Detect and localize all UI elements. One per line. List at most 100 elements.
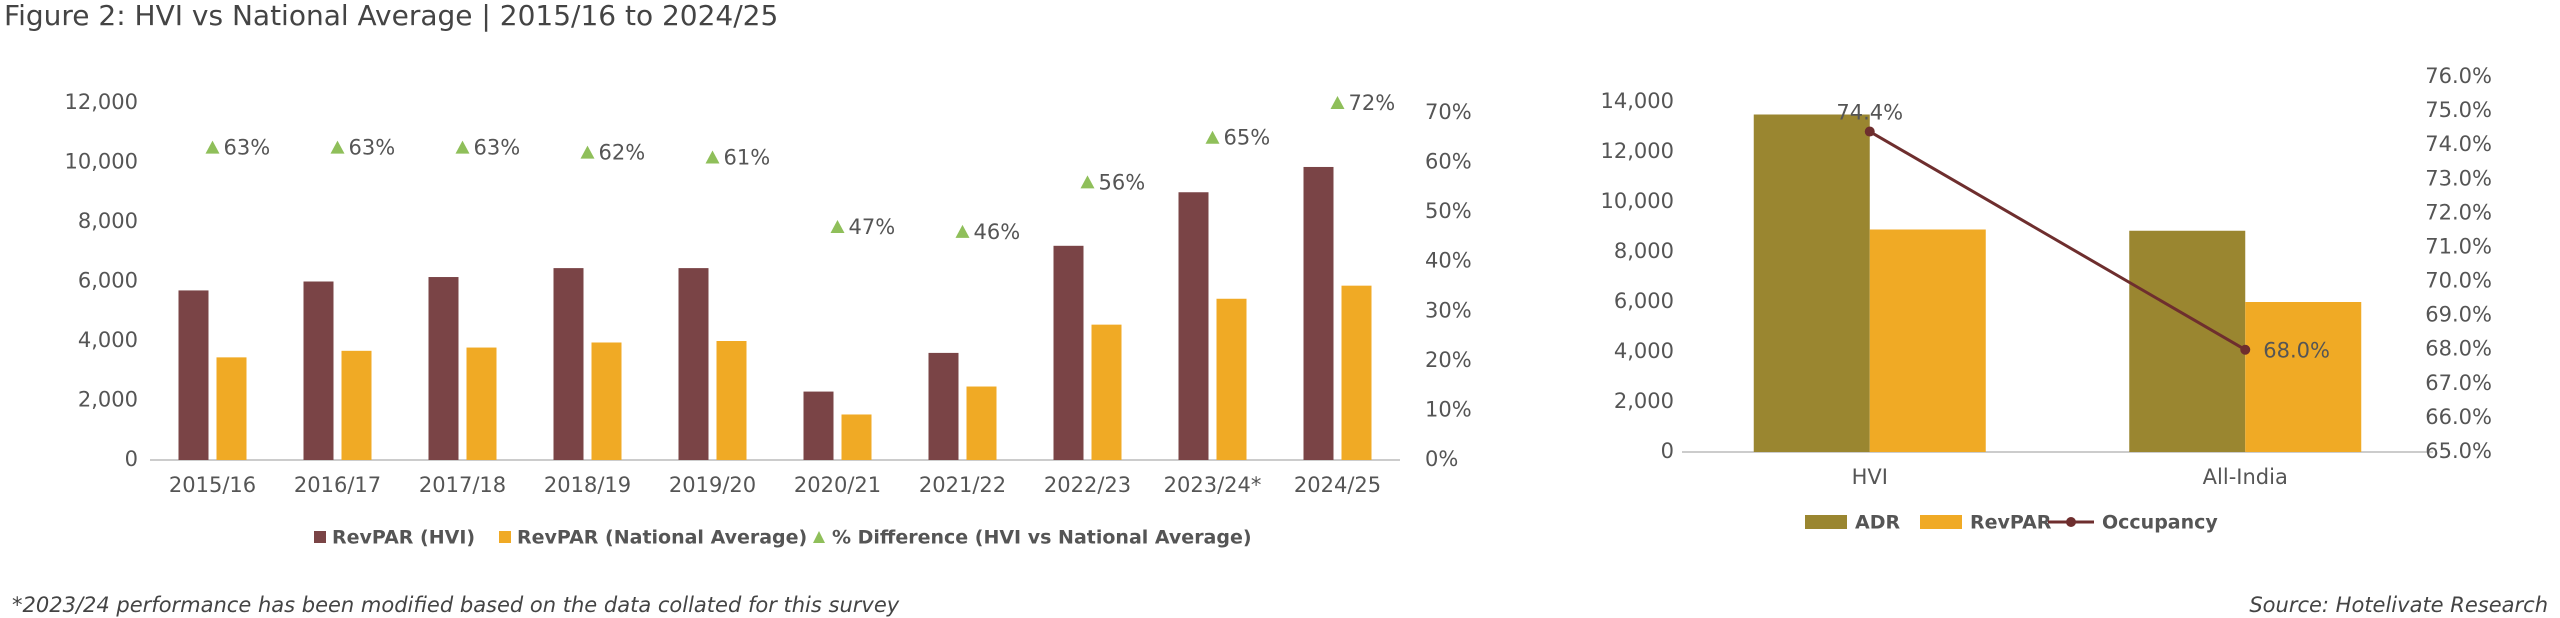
y2-tick-label: 69.0% — [2425, 303, 2492, 327]
data-label: 63% — [474, 136, 521, 160]
legend-swatch — [499, 531, 511, 543]
y2-tick-label: 50% — [1425, 199, 1472, 223]
marker — [455, 140, 470, 154]
x-tick-label: 2016/17 — [294, 473, 381, 497]
data-label: 63% — [349, 136, 396, 160]
legend-swatch — [1805, 515, 1847, 529]
x-tick-label: 2024/25 — [1294, 473, 1381, 497]
y2-tick-label: 0% — [1425, 447, 1458, 471]
y2-tick-label: 73.0% — [2425, 166, 2492, 190]
y2-tick-label: 70% — [1425, 100, 1472, 124]
data-label: 56% — [1099, 170, 1146, 194]
y2-tick-label: 72.0% — [2425, 200, 2492, 224]
bar — [428, 277, 459, 460]
x-tick-label: 2021/22 — [919, 473, 1006, 497]
y-tick-label: 12,000 — [1601, 139, 1674, 163]
point — [1864, 126, 1875, 137]
legend-label: RevPAR (National Average) — [517, 527, 807, 549]
y-tick-label: 8,000 — [78, 209, 138, 233]
source: Source: Hotelivate Research — [2249, 593, 2548, 617]
legend-swatch — [2066, 517, 2076, 527]
y-tick-label: 0 — [125, 447, 138, 471]
marker — [955, 224, 970, 238]
bar — [466, 347, 497, 460]
bar — [1303, 166, 1334, 460]
legend-label: ADR — [1855, 512, 1900, 534]
y2-tick-label: 65.0% — [2425, 439, 2492, 463]
bar — [1053, 245, 1084, 460]
line — [1868, 130, 2247, 352]
y2-tick-label: 40% — [1425, 249, 1472, 273]
data-label: 63% — [224, 136, 271, 160]
marker — [1205, 130, 1220, 144]
bar — [841, 414, 872, 460]
y-tick-label: 6,000 — [78, 269, 138, 293]
x-tick-label: All-India — [2203, 465, 2288, 489]
data-label: 46% — [974, 220, 1021, 244]
bar — [341, 350, 372, 460]
bar — [591, 342, 622, 460]
bar — [2245, 302, 2362, 452]
marker — [330, 140, 345, 154]
marker — [1330, 96, 1345, 109]
footnote: *2023/24 performance has been modified b… — [12, 593, 900, 617]
legend-label: RevPAR (HVI) — [332, 527, 475, 549]
bar — [716, 341, 747, 460]
y-tick-label: 0 — [1661, 439, 1674, 463]
bar — [303, 281, 334, 460]
y-tick-label: 6,000 — [1614, 289, 1674, 313]
bar — [1341, 285, 1372, 460]
y-tick-label: 14,000 — [1601, 89, 1674, 113]
bar — [966, 386, 997, 460]
bar — [2129, 230, 2246, 452]
x-tick-label: 2015/16 — [169, 473, 256, 497]
y-tick-label: 8,000 — [1614, 239, 1674, 263]
legend-swatch — [1920, 515, 1962, 529]
data-label: 65% — [1224, 126, 1271, 150]
data-label: 72% — [1349, 91, 1396, 115]
y-tick-label: 12,000 — [65, 90, 138, 114]
y2-tick-label: 60% — [1425, 150, 1472, 174]
data-label: 62% — [599, 141, 646, 165]
marker — [705, 150, 720, 164]
x-tick-label: HVI — [1852, 465, 1888, 489]
data-label: 68.0% — [2263, 339, 2330, 363]
bar — [1869, 229, 1986, 452]
y2-tick-label: 70.0% — [2425, 269, 2492, 293]
bar — [1091, 324, 1122, 460]
y-tick-label: 2,000 — [1614, 389, 1674, 413]
bar — [928, 352, 959, 460]
x-tick-label: 2017/18 — [419, 473, 506, 497]
bar — [678, 268, 709, 460]
y2-tick-label: 10% — [1425, 397, 1472, 421]
marker — [205, 140, 220, 154]
y2-tick-label: 67.0% — [2425, 371, 2492, 395]
y2-tick-label: 74.0% — [2425, 132, 2492, 156]
bar — [216, 357, 247, 460]
legend-swatch — [813, 531, 825, 543]
bar — [1753, 114, 1870, 452]
marker — [1080, 175, 1095, 189]
y2-tick-label: 20% — [1425, 348, 1472, 372]
legend-swatch — [314, 531, 326, 543]
legend-label: RevPAR — [1970, 512, 2052, 534]
y2-tick-label: 68.0% — [2425, 337, 2492, 361]
legend-label: % Difference (HVI vs National Average) — [832, 527, 1252, 549]
y-tick-label: 2,000 — [78, 388, 138, 412]
bar — [178, 290, 209, 460]
y-tick-label: 4,000 — [78, 328, 138, 352]
x-tick-label: 2023/24* — [1164, 473, 1262, 497]
x-tick-label: 2020/21 — [794, 473, 881, 497]
x-tick-label: 2019/20 — [669, 473, 756, 497]
bar — [1178, 192, 1209, 460]
legend-label: Occupancy — [2102, 512, 2218, 534]
bar — [553, 268, 584, 460]
x-tick-label: 2022/23 — [1044, 473, 1131, 497]
marker — [830, 219, 845, 233]
y-tick-label: 10,000 — [1601, 189, 1674, 213]
bar — [1216, 298, 1247, 460]
data-label: 74.4% — [1836, 101, 1903, 125]
data-label: 61% — [724, 146, 771, 170]
y2-tick-label: 75.0% — [2425, 98, 2492, 122]
